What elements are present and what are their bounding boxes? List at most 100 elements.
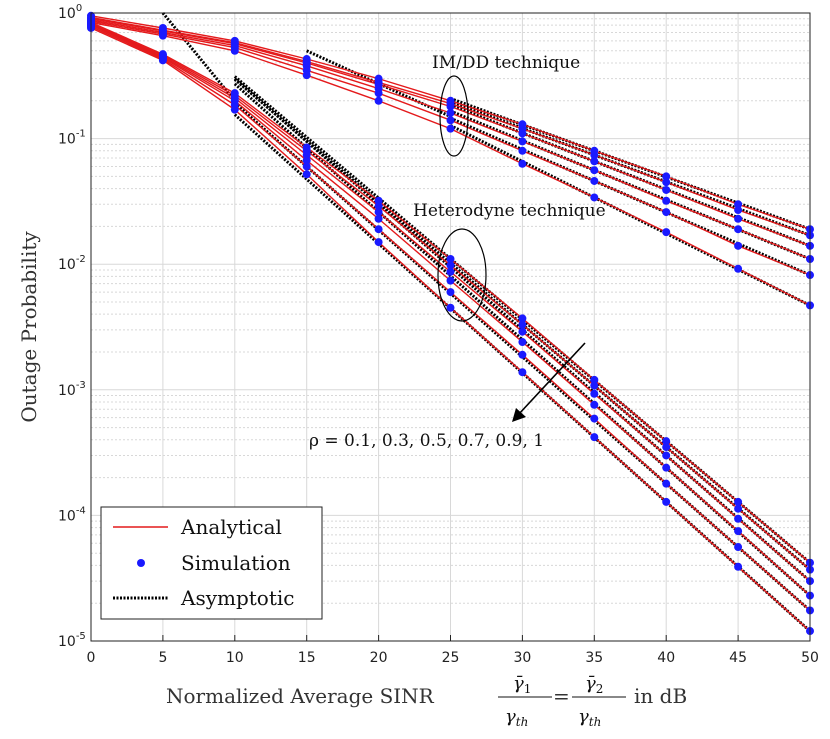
x-frac-equals: = xyxy=(553,684,570,708)
simulation-point xyxy=(230,105,239,114)
simulation-point xyxy=(302,162,311,171)
simulation-point xyxy=(374,202,383,211)
x-axis-label-text: Normalized Average SINR xyxy=(166,684,435,708)
simulation-point xyxy=(590,151,599,160)
simulation-point xyxy=(662,479,671,488)
simulation-point xyxy=(662,196,671,205)
simulation-point xyxy=(734,527,743,536)
simulation-point xyxy=(662,185,671,194)
simulation-point xyxy=(446,124,455,133)
rho-annotation: ρ = 0.1, 0.3, 0.5, 0.7, 0.9, 1 xyxy=(309,431,544,451)
simulation-point xyxy=(662,443,671,452)
x-tick-label: 0 xyxy=(87,650,96,666)
simulation-point xyxy=(374,214,383,223)
simulation-point xyxy=(518,338,527,347)
simulation-point xyxy=(662,451,671,460)
simulation-point xyxy=(662,497,671,506)
y-tick-labels: 100 10-1 10-2 10-3 10-4 10-5 xyxy=(58,3,86,650)
simulation-point xyxy=(158,56,167,65)
simulation-point xyxy=(662,172,671,181)
x-tick-label: 20 xyxy=(370,650,388,666)
simulation-point xyxy=(590,381,599,390)
y-tick-label: 10-2 xyxy=(58,254,86,273)
simulation-point xyxy=(446,261,455,270)
x-tick-label: 35 xyxy=(585,650,603,666)
simulation-point xyxy=(734,214,743,223)
simulation-point xyxy=(446,102,455,111)
y-tick-label: 100 xyxy=(58,3,82,22)
simulation-point xyxy=(446,108,455,117)
imdd-asymptotic-lowsinr-line xyxy=(306,49,452,118)
heterodyne-ellipse xyxy=(437,228,487,322)
x-axis-unit: in dB xyxy=(634,684,687,708)
simulation-point xyxy=(518,137,527,146)
simulation-point xyxy=(590,414,599,423)
rho-arrow xyxy=(512,342,586,422)
x-tick-labels: 0 5 10 15 20 25 30 35 40 45 50 xyxy=(87,635,819,666)
legend-analytical-label: Analytical xyxy=(180,515,282,539)
heterodyne-label: Heterodyne technique xyxy=(413,201,606,221)
x-tick-label: 10 xyxy=(226,650,244,666)
imdd-label: IM/DD technique xyxy=(432,53,580,73)
simulation-point xyxy=(734,543,743,552)
simulation-point xyxy=(590,375,599,384)
legend-simulation-label: Simulation xyxy=(181,551,291,575)
simulation-point xyxy=(662,228,671,237)
simulation-point xyxy=(590,176,599,185)
simulation-point xyxy=(590,389,599,398)
simulation-point xyxy=(662,463,671,472)
x-tick-label: 15 xyxy=(298,650,316,666)
simulation-point xyxy=(734,241,743,250)
x-axis-label: Normalized Average SINR γ̄1 γth = γ̄2 γt… xyxy=(166,673,687,729)
x-frac1-den: γth xyxy=(505,706,528,729)
x-tick-label: 45 xyxy=(729,650,747,666)
x-frac2-den: γth xyxy=(578,706,601,729)
x-tick-label: 25 xyxy=(442,650,460,666)
simulation-point xyxy=(662,178,671,187)
simulation-point xyxy=(734,200,743,209)
x-tick-label: 50 xyxy=(801,650,819,666)
simulation-point xyxy=(734,206,743,215)
simulation-point xyxy=(158,31,167,40)
simulation-point xyxy=(662,208,671,217)
simulation-point xyxy=(590,400,599,409)
imdd-ellipse xyxy=(439,75,469,157)
x-tick-label: 30 xyxy=(513,650,531,666)
y-tick-label: 10-1 xyxy=(58,129,86,148)
x-tick-label: 40 xyxy=(657,650,675,666)
x-frac2-num: γ̄2 xyxy=(585,673,603,696)
simulation-point xyxy=(518,159,527,168)
simulation-point xyxy=(302,156,311,165)
simulation-point xyxy=(302,170,311,179)
simulation-point xyxy=(734,514,743,523)
simulation-point xyxy=(446,255,455,264)
simulation-point xyxy=(446,303,455,312)
simulation-point xyxy=(518,368,527,377)
simulation-point xyxy=(518,146,527,155)
simulation-point xyxy=(374,225,383,234)
legend: Analytical Simulation Asymptotic xyxy=(100,506,323,620)
simulation-point xyxy=(518,350,527,359)
simulation-point xyxy=(590,166,599,175)
simulation-point xyxy=(374,208,383,217)
simulation-point xyxy=(734,497,743,506)
simulation-point xyxy=(734,562,743,571)
simulation-point xyxy=(230,46,239,55)
y-tick-label: 10-3 xyxy=(58,380,86,399)
simulation-point xyxy=(518,129,527,138)
y-tick-label: 10-5 xyxy=(58,631,86,650)
legend-simulation-swatch xyxy=(137,559,145,567)
simulation-point xyxy=(446,267,455,276)
simulation-point xyxy=(590,193,599,202)
simulation-point xyxy=(446,116,455,125)
simulation-point xyxy=(662,437,671,446)
simulation-point xyxy=(374,96,383,105)
simulation-point xyxy=(302,71,311,80)
simulation-point xyxy=(446,276,455,285)
simulation-point xyxy=(590,157,599,166)
simulation-point xyxy=(518,320,527,329)
y-axis-label: Outage Probability xyxy=(17,231,41,423)
simulation-point xyxy=(590,433,599,442)
simulation-point xyxy=(374,238,383,247)
